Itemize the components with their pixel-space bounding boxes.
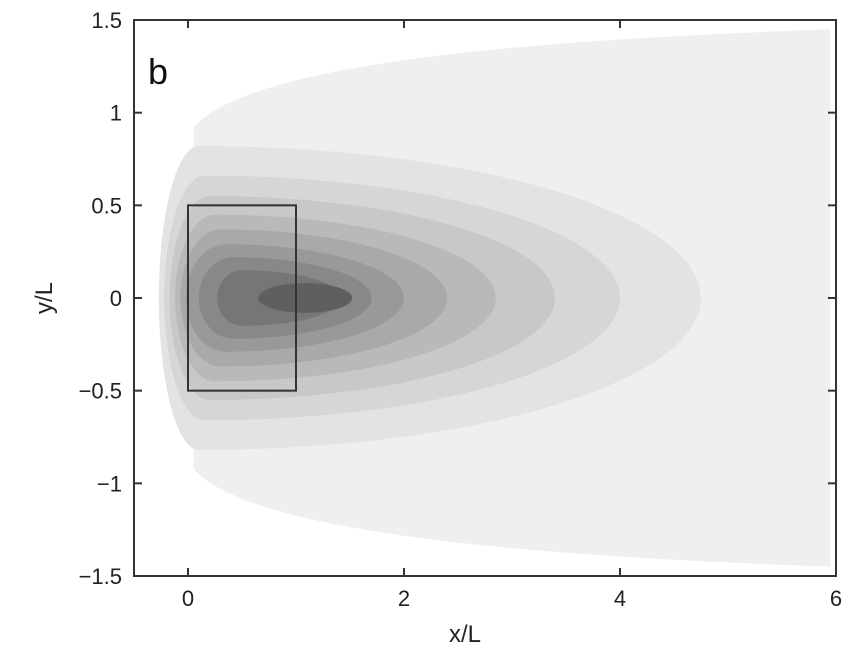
y-tick-label: 1.5 — [91, 8, 122, 33]
x-tick-label: 6 — [830, 586, 842, 611]
y-tick-label: −0.5 — [79, 379, 122, 404]
x-tick-label: 0 — [182, 586, 194, 611]
panel-label: b — [148, 51, 168, 92]
y-tick-label: −1 — [97, 471, 122, 496]
x-axis-label: x/L — [449, 621, 481, 648]
x-axis-ticks: 0 2 4 6 — [182, 20, 842, 611]
y-tick-label: 1 — [110, 101, 122, 126]
x-tick-label: 4 — [614, 586, 626, 611]
y-tick-label: 0.5 — [91, 193, 122, 218]
y-tick-label: −1.5 — [79, 564, 122, 589]
x-tick-label: 2 — [398, 586, 410, 611]
y-axis-label: y/L — [31, 282, 58, 314]
source-region-box — [187, 204, 297, 392]
contour-fills — [134, 20, 836, 576]
contour-level-10 — [258, 283, 353, 313]
y-tick-label: 0 — [110, 286, 122, 311]
y-axis-ticks: 1.5 1 0.5 0 −0.5 −1 −1.5 — [79, 8, 836, 589]
